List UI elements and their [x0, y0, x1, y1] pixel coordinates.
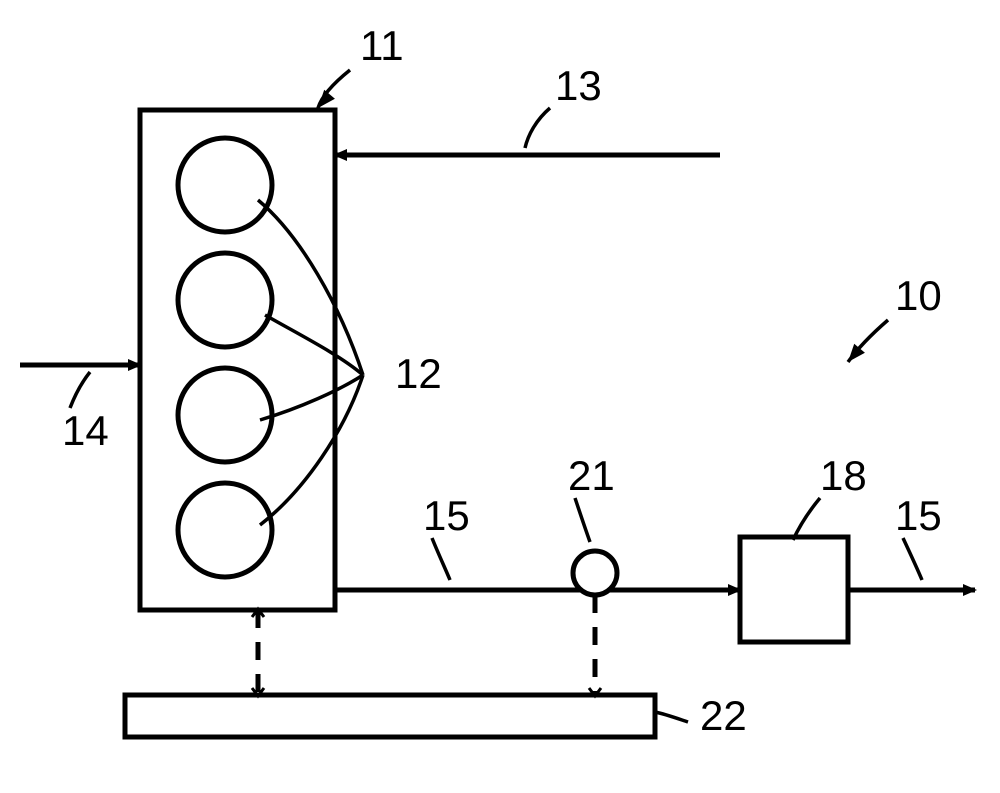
- cylinder-3: [178, 368, 272, 462]
- label-15a: 15: [423, 492, 470, 539]
- engine-block: [140, 110, 335, 610]
- leader-13: [525, 108, 550, 148]
- leader-12-4: [260, 375, 363, 525]
- label-13: 13: [555, 62, 602, 109]
- label-21: 21: [568, 452, 615, 499]
- label-11: 11: [360, 22, 404, 69]
- component-18: [740, 537, 848, 642]
- leader-12-2: [265, 315, 363, 375]
- sensor-21: [573, 551, 617, 595]
- leader-14: [70, 372, 90, 408]
- controller-22: [125, 695, 655, 737]
- diagram-canvas: 11 13 10 14 12 15 21 18 15 22: [0, 0, 1000, 793]
- leader-15a: [432, 538, 450, 580]
- leader-12-1: [258, 200, 363, 375]
- label-15b: 15: [895, 492, 942, 539]
- leader-18: [793, 498, 820, 540]
- leader-22: [655, 712, 688, 722]
- label-14: 14: [62, 407, 109, 454]
- label-22: 22: [700, 692, 747, 739]
- cylinder-4: [178, 483, 272, 577]
- cylinder-2: [178, 253, 272, 347]
- cylinder-1: [178, 138, 272, 232]
- label-18: 18: [820, 452, 867, 499]
- leader-15b: [903, 538, 922, 580]
- label-10: 10: [895, 272, 942, 319]
- label-12: 12: [395, 350, 442, 397]
- leader-21: [575, 498, 590, 542]
